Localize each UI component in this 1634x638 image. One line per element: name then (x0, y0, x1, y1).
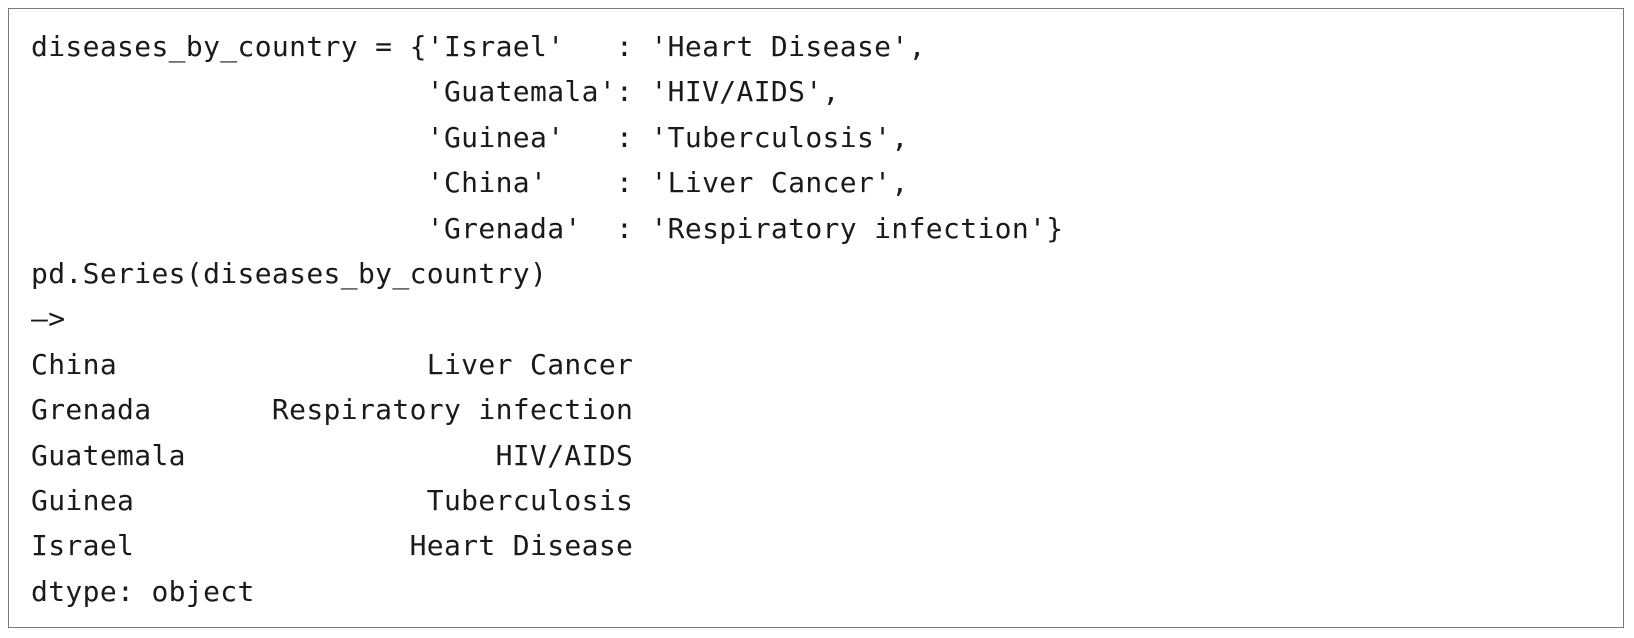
output-dtype: dtype: object (31, 574, 255, 608)
code-line-dict-israel: diseases_by_country = {'Israel' : 'Heart… (31, 30, 926, 63)
output-arrow: —> (31, 302, 66, 336)
code-line-dict-guatemala: 'Guatemala': 'HIV/AIDS', (31, 75, 840, 109)
output-row-guinea: Guinea Tuberculosis (31, 483, 634, 517)
output-row-china: China Liver Cancer (31, 347, 634, 381)
output-row-guatemala: Guatemala HIV/AIDS (31, 438, 634, 472)
output-row-israel: Israel Heart Disease (31, 529, 634, 563)
output-row-grenada: Grenada Respiratory infection (31, 393, 634, 427)
code-line-dict-china: 'China' : 'Liver Cancer', (31, 166, 909, 200)
code-line-dict-guinea: 'Guinea' : 'Tuberculosis', (31, 120, 909, 154)
code-lines: diseases_by_country = {'Israel' : 'Heart… (31, 24, 1063, 614)
code-block: diseases_by_country = {'Israel' : 'Heart… (8, 8, 1624, 628)
code-line-series-call: pd.Series(diseases_by_country) (31, 256, 548, 290)
code-line-dict-grenada: 'Grenada' : 'Respiratory infection'} (31, 211, 1064, 245)
